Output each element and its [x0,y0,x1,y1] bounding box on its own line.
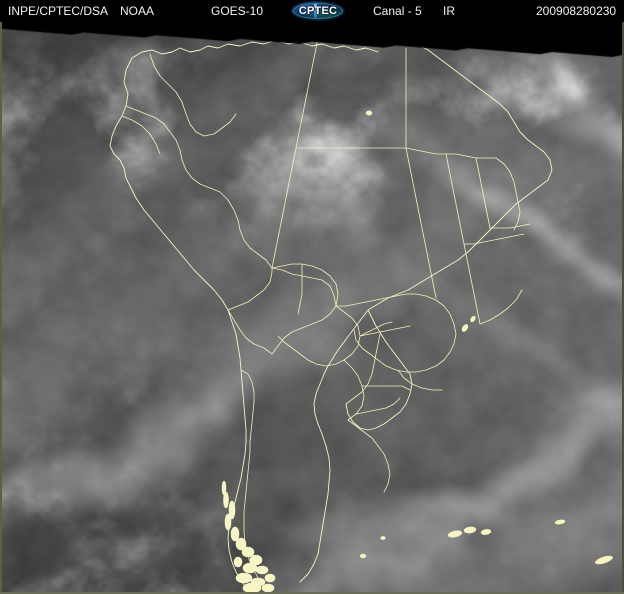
header-channel: Canal - 5 [373,4,422,18]
cptec-logo: CPTEC [291,1,345,21]
cptec-logo-ring [293,3,343,19]
cptec-logo-text: CPTEC [298,5,338,17]
frame-edge-right [622,22,624,594]
header-bar: INPE/CPTEC/DSA NOAA GOES-10 Canal - 5 IR… [0,0,624,22]
frame-edge-left [0,22,2,594]
header-timestamp: 200908280230 [536,4,617,18]
header-satellite: GOES-10 [211,4,264,18]
header-band: IR [443,4,455,18]
infrared-imagery [0,22,624,594]
cptec-logo-bar [314,4,317,18]
header-agency: NOAA [120,4,155,18]
header-institution: INPE/CPTEC/DSA [8,4,109,18]
frame-edge-bottom [0,592,624,594]
ir-canvas [0,22,624,594]
satellite-frame [0,22,624,594]
